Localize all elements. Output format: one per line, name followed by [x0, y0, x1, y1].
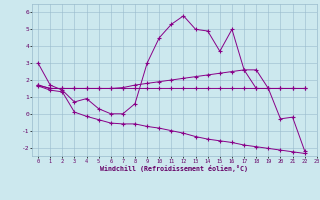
X-axis label: Windchill (Refroidissement éolien,°C): Windchill (Refroidissement éolien,°C): [100, 165, 248, 172]
